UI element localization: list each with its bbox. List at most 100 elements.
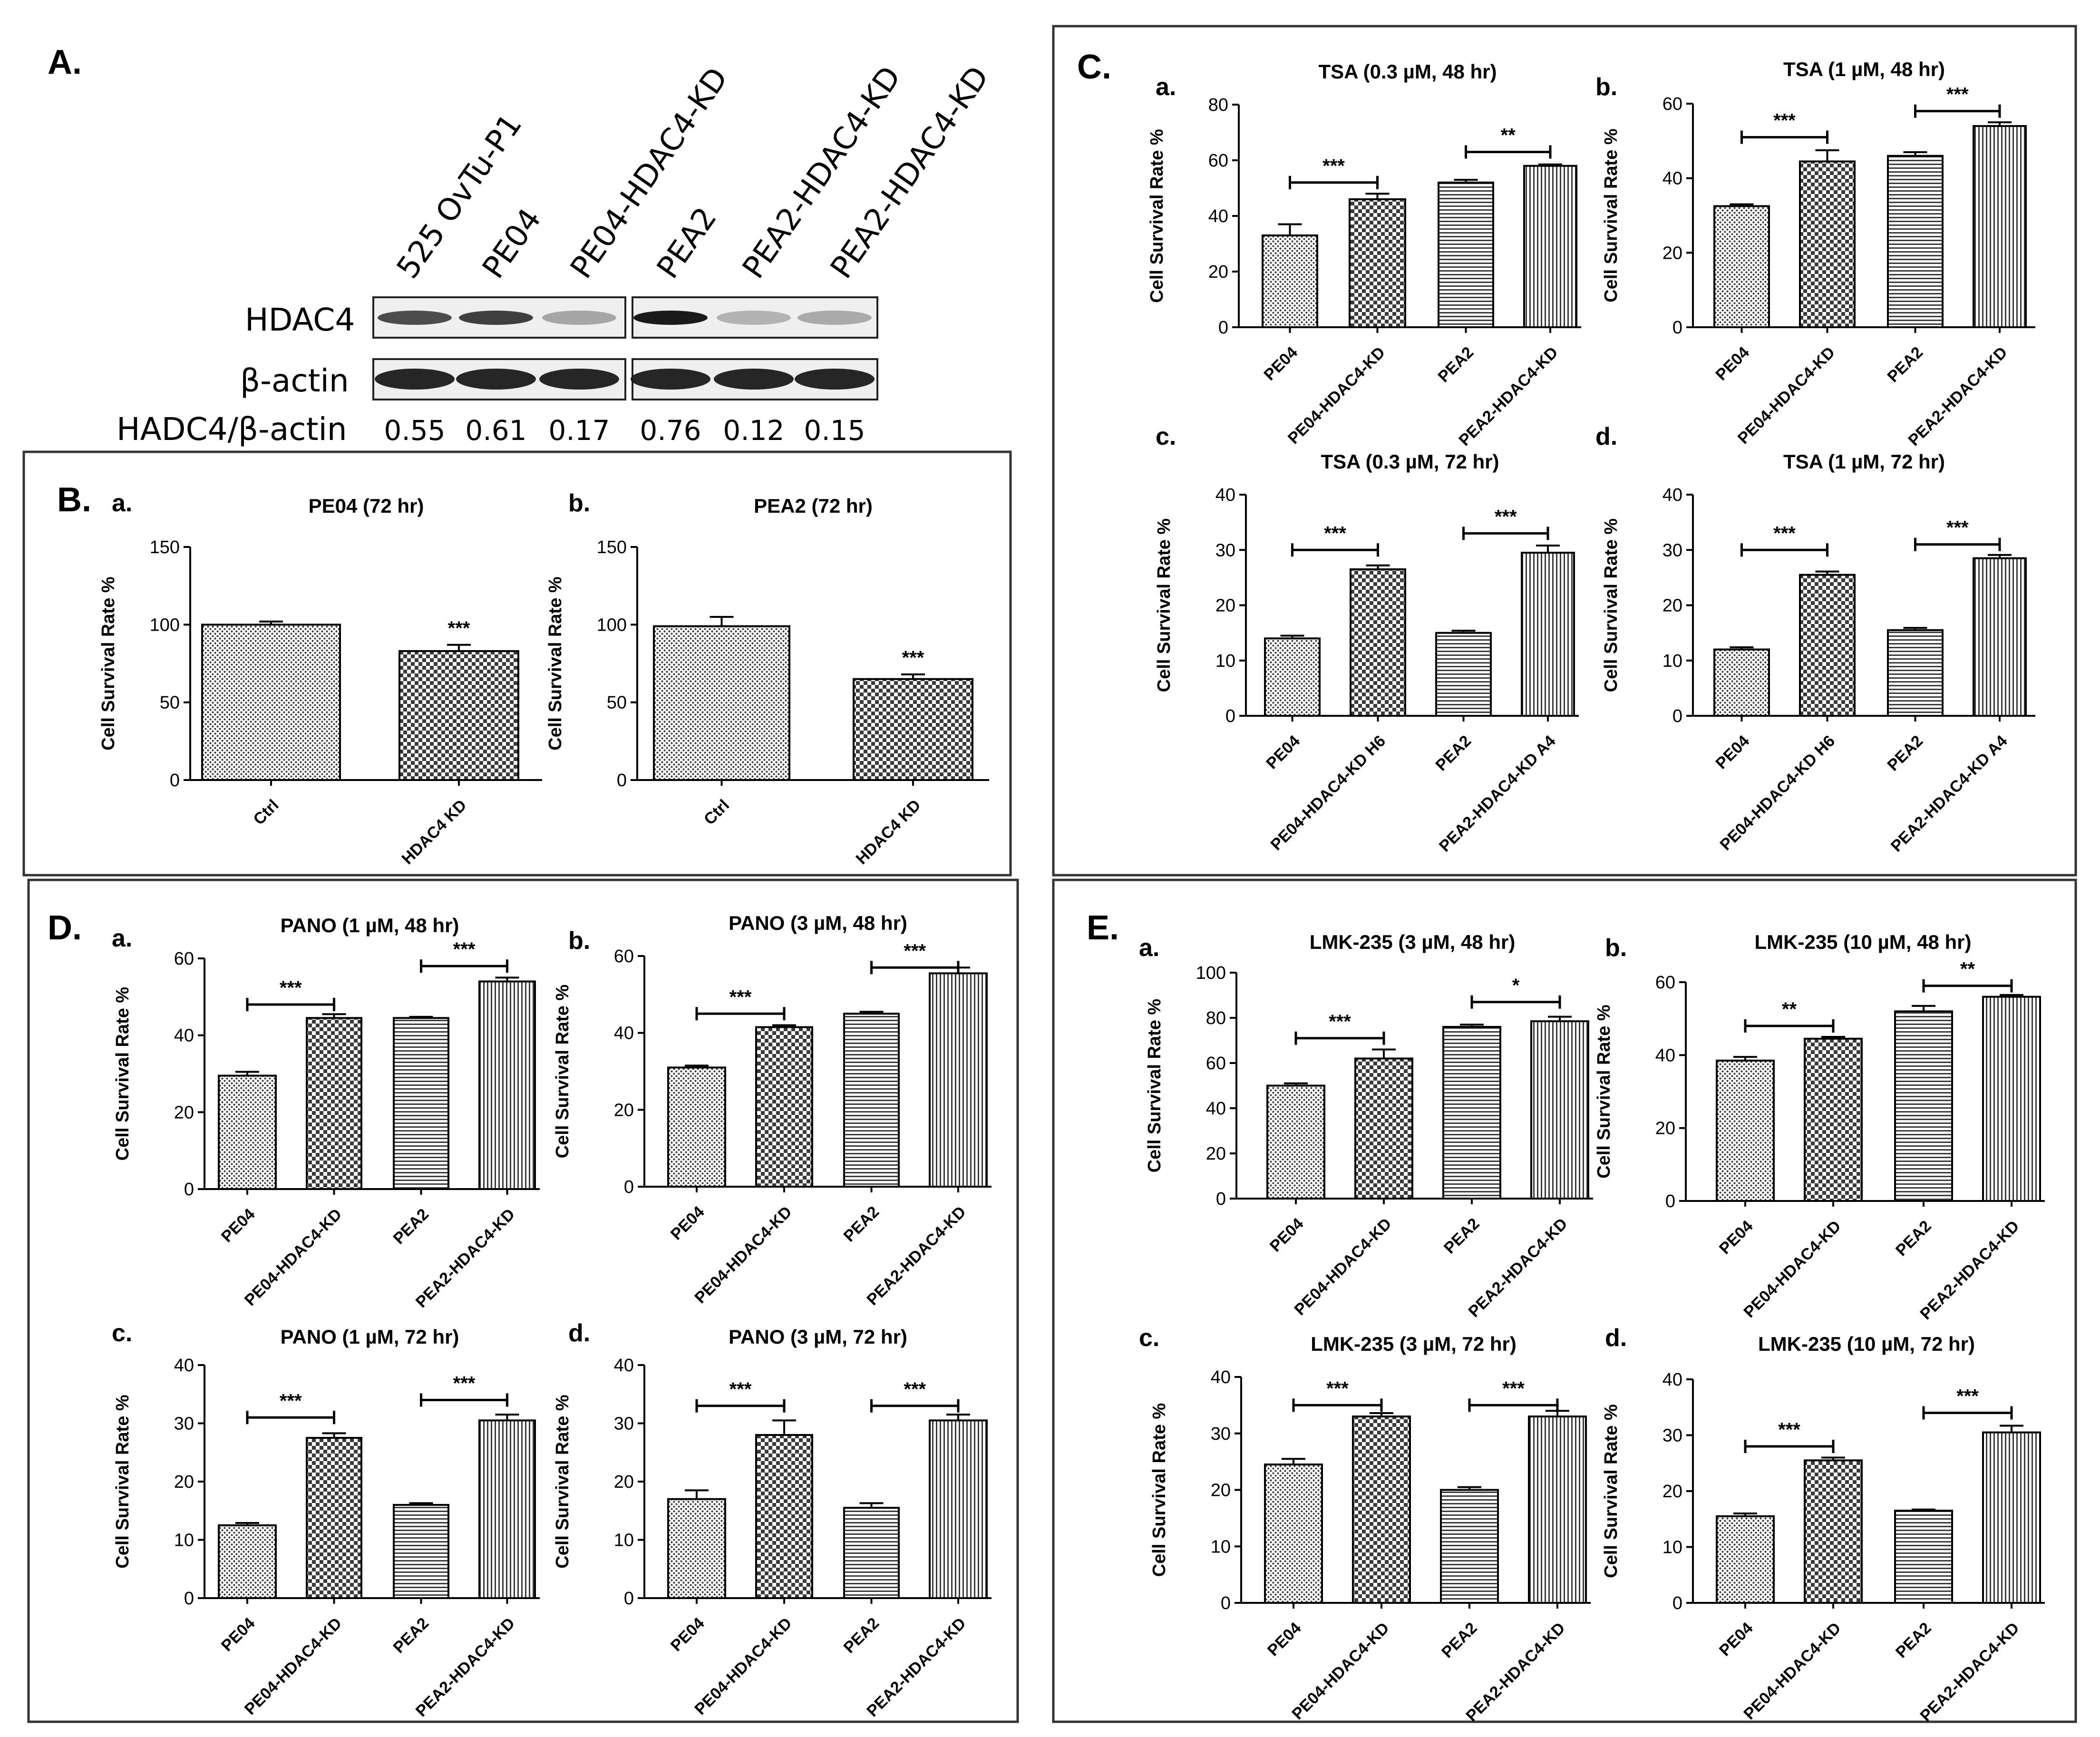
bar xyxy=(653,625,790,781)
bar xyxy=(1521,552,1575,717)
x-tick-label: PEA2 xyxy=(1438,1619,1481,1662)
y-tick-label: 10 xyxy=(614,1531,634,1551)
bar xyxy=(667,1066,726,1188)
y-tick-label: 40 xyxy=(174,1026,194,1046)
bar xyxy=(399,650,519,781)
y-tick-label: 50 xyxy=(607,693,627,713)
chart-title: PANO (1 µM, 48 hr) xyxy=(281,914,459,937)
bar xyxy=(1894,1510,1953,1604)
y-tick-label: 20 xyxy=(1208,262,1228,282)
y-axis-label: Cell Survival Rate % xyxy=(113,1395,133,1568)
y-tick-label: 60 xyxy=(614,947,634,966)
bar xyxy=(393,1017,449,1191)
panel-frame-B xyxy=(22,450,1012,877)
bar xyxy=(393,1504,449,1599)
chart-sublabel: b. xyxy=(1595,73,1617,101)
significance-stars: *** xyxy=(1946,84,1969,105)
bar xyxy=(1349,198,1406,328)
bar xyxy=(929,972,988,1188)
chart-sublabel: c. xyxy=(112,1319,132,1347)
y-tick-label: 0 xyxy=(617,771,627,790)
significance-stars: *** xyxy=(902,647,924,668)
panel-letter-B: B. xyxy=(57,481,91,519)
bar xyxy=(478,1419,536,1599)
significance-stars: *** xyxy=(1946,517,1969,538)
x-tick-label: PEA2 xyxy=(1434,343,1477,386)
bar xyxy=(1442,1026,1501,1200)
y-axis-label: Cell Survival Rate % xyxy=(1594,1005,1614,1178)
significance-stars: *** xyxy=(729,1379,752,1400)
y-tick-label: 0 xyxy=(184,1589,194,1609)
western-blot: 525 OvTu-P1 PE04 PE04-HDAC4-KD PEA2 PEA2… xyxy=(117,60,996,448)
x-tick-label: PEA2-HDAC4-KD xyxy=(1916,1217,2022,1323)
bar xyxy=(1887,155,1944,328)
bar xyxy=(929,1419,988,1599)
significance-stars: *** xyxy=(1329,1011,1351,1032)
y-tick-label: 60 xyxy=(1208,151,1228,171)
x-tick-label: PE04 xyxy=(1264,1619,1305,1660)
chart-sublabel: a. xyxy=(112,925,132,952)
chart-Cb: b. TSA (1 µM, 48 hr) 0 20 40 60 Cell Survival … xyxy=(1595,58,2035,449)
y-tick-label: 30 xyxy=(1215,540,1235,560)
significance-stars: ** xyxy=(1782,999,1797,1020)
chart-title: PEA2 (72 hr) xyxy=(754,495,873,517)
significance-stars: ** xyxy=(1960,959,1975,980)
chart-Ea: a. LMK-235 (3 µM, 48 hr) 0 20 40 60 80 100 Cell … xyxy=(1139,931,1593,1321)
y-axis-label: Cell Survival Rate % xyxy=(1147,129,1167,303)
y-tick-label: 60 xyxy=(1662,94,1682,114)
actin-band xyxy=(795,369,875,390)
y-axis-label: Cell Survival Rate % xyxy=(545,576,565,750)
significance-stars: *** xyxy=(1956,1386,1979,1407)
y-axis-label: Cell Survival Rate % xyxy=(553,985,573,1158)
blot-ratio-label: HADC4/β-actin xyxy=(117,411,347,448)
significance-stars: *** xyxy=(1502,1378,1525,1399)
y-axis-label: Cell Survival Rate % xyxy=(1149,1403,1169,1577)
bar xyxy=(1354,1057,1413,1200)
y-tick-label: 10 xyxy=(174,1531,194,1551)
chart-sublabel: d. xyxy=(1595,423,1617,450)
bar xyxy=(1973,557,2027,717)
x-tick-label: PE04 xyxy=(1260,343,1301,384)
bar xyxy=(1350,568,1406,717)
y-tick-label: 50 xyxy=(160,693,180,713)
panel-letter-A: A. xyxy=(48,43,82,81)
blot-ratio-value: 0.12 xyxy=(723,414,784,447)
bar xyxy=(755,1434,813,1599)
bar xyxy=(1352,1415,1411,1604)
actin-band xyxy=(631,369,710,390)
significance-stars: *** xyxy=(1778,1419,1800,1440)
chart-title: PANO (1 µM, 72 hr) xyxy=(281,1326,459,1348)
blot-lane-label: PE04-HDAC4-KD xyxy=(564,61,735,285)
significance-stars: * xyxy=(1512,975,1520,996)
y-tick-label: 10 xyxy=(1662,651,1682,671)
significance-stars: *** xyxy=(448,618,470,639)
x-tick-label: PEA2 xyxy=(1884,343,1926,386)
y-tick-label: 0 xyxy=(1225,706,1235,726)
x-tick-label: Ctrl xyxy=(250,796,282,829)
chart-title: TSA (0.3 µM, 72 hr) xyxy=(1321,450,1499,473)
bar xyxy=(306,1437,362,1599)
x-tick-label: PEA2-HDAC4-KD xyxy=(1916,1619,2022,1725)
x-tick-label: PEA2 xyxy=(1440,1215,1483,1258)
y-tick-label: 150 xyxy=(597,537,627,557)
bar xyxy=(1713,205,1770,328)
x-tick-label: PE04 xyxy=(1716,1217,1757,1258)
bar xyxy=(1438,181,1494,328)
y-tick-label: 0 xyxy=(1672,1593,1682,1613)
chart-Dd: d. PANO (3 µM, 72 hr) 0 10 20 30 40 Cell Surviv… xyxy=(553,1319,992,1720)
significance-stars: *** xyxy=(453,939,476,960)
x-tick-label: PE04 xyxy=(1712,343,1753,384)
y-tick-label: 0 xyxy=(1672,706,1682,726)
bar xyxy=(1435,632,1492,717)
bar xyxy=(1973,125,2027,328)
actin-band xyxy=(456,369,536,390)
x-tick-label: PEA2-HDAC4-KD xyxy=(1462,1619,1568,1725)
bar xyxy=(667,1498,726,1599)
x-tick-label: PE04-HDAC4-KD xyxy=(691,1614,795,1718)
bar xyxy=(1804,1037,1863,1202)
hdac4-band xyxy=(378,311,452,325)
bar xyxy=(478,980,536,1190)
bar xyxy=(1799,160,1856,328)
x-tick-label: PE04-HDAC4-KD xyxy=(241,1614,345,1718)
hdac4-band xyxy=(459,311,533,325)
